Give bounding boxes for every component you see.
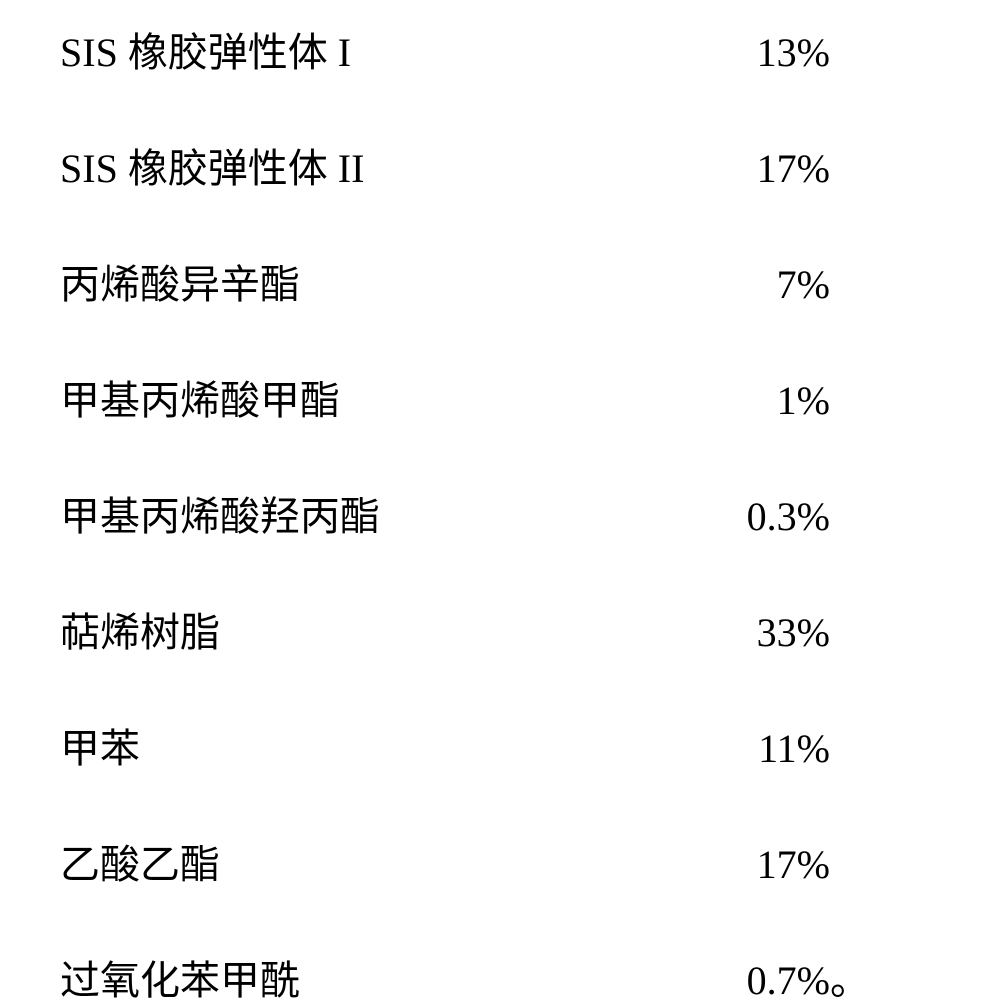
component-label: 萜烯树脂: [60, 600, 680, 658]
table-row: 乙酸乙酯 17%: [60, 832, 960, 890]
component-value: 17%: [680, 145, 830, 192]
component-label: 甲苯: [60, 716, 680, 774]
component-label: 乙酸乙酯: [60, 832, 680, 890]
table-row: SIS 橡胶弹性体 II 17%: [60, 136, 960, 194]
component-value: 0.7%: [680, 957, 830, 1004]
component-label: 甲基丙烯酸甲酯: [60, 368, 680, 426]
table-row: 过氧化苯甲酰 0.7% 。: [60, 948, 960, 1006]
component-label: 丙烯酸异辛酯: [60, 252, 680, 310]
component-value: 0.3%: [680, 493, 830, 540]
table-row: 甲基丙烯酸甲酯 1%: [60, 368, 960, 426]
composition-table: SIS 橡胶弹性体 I 13% SIS 橡胶弹性体 II 17% 丙烯酸异辛酯 …: [60, 20, 960, 1006]
table-row: 甲苯 11%: [60, 716, 960, 774]
component-label: 甲基丙烯酸羟丙酯: [60, 484, 680, 542]
table-row: 丙烯酸异辛酯 7%: [60, 252, 960, 310]
table-row: 萜烯树脂 33%: [60, 600, 960, 658]
component-value: 17%: [680, 841, 830, 888]
component-label: 过氧化苯甲酰: [60, 948, 680, 1006]
component-value: 13%: [680, 29, 830, 76]
component-value: 11%: [680, 725, 830, 772]
component-label: SIS 橡胶弹性体 I: [60, 20, 680, 78]
component-value: 33%: [680, 609, 830, 656]
table-row: 甲基丙烯酸羟丙酯 0.3%: [60, 484, 960, 542]
component-label: SIS 橡胶弹性体 II: [60, 136, 680, 194]
row-suffix: 。: [830, 948, 870, 1006]
component-value: 1%: [680, 377, 830, 424]
component-value: 7%: [680, 261, 830, 308]
table-row: SIS 橡胶弹性体 I 13%: [60, 20, 960, 78]
